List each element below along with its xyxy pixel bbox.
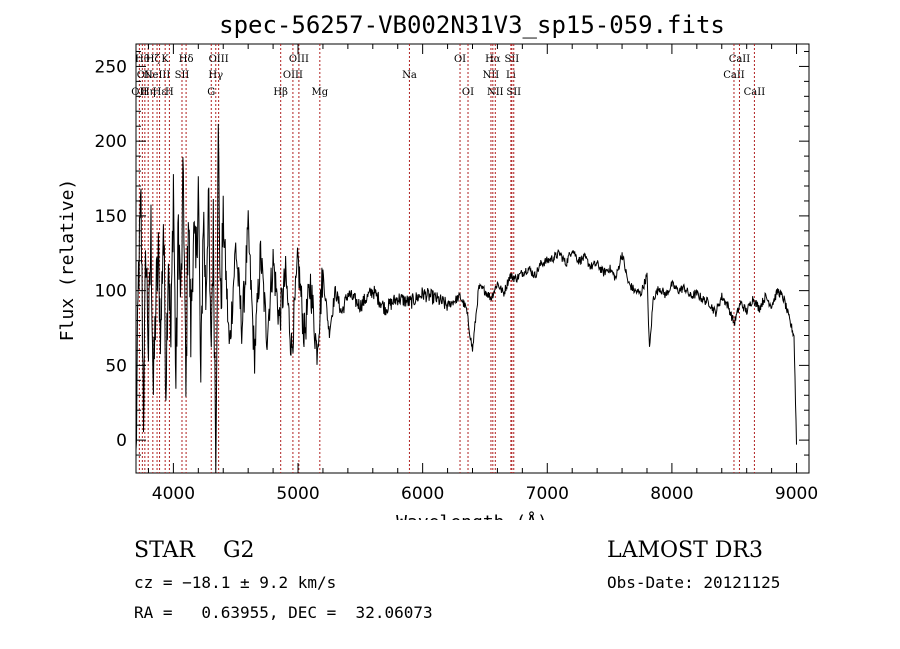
emission-line-label: Hδ xyxy=(179,54,194,65)
spectrum-chart: spec-56257-VB002N31V3_sp15-059.fits OIIH… xyxy=(57,11,818,520)
emission-line-label: K xyxy=(161,54,169,65)
emission-line-label: CaII xyxy=(723,70,745,81)
chart-title: spec-56257-VB002N31V3_sp15-059.fits xyxy=(219,11,725,39)
y-tick-label: 100 xyxy=(95,282,127,302)
emission-line-label: H xyxy=(165,87,174,98)
object-classification: STAR G2 xyxy=(134,538,255,563)
emission-line-label: G xyxy=(207,87,215,98)
emission-line-label: OIII xyxy=(289,54,309,65)
emission-line-label: SII xyxy=(175,70,190,81)
y-axis: 0 50 100 150 200 250 xyxy=(95,50,809,456)
emission-line-label: Li xyxy=(506,70,516,81)
emission-line-label: NII xyxy=(487,87,504,98)
x-tick-label: 5000 xyxy=(276,484,319,504)
emission-line-label: NII xyxy=(483,70,500,81)
emission-line-label: Hε xyxy=(153,87,167,98)
obs-date-label: Obs-Date: 20121125 xyxy=(607,573,781,592)
x-tick-label: 8000 xyxy=(650,484,693,504)
x-tick-label: 6000 xyxy=(401,484,444,504)
emission-line-label: OIII xyxy=(283,70,303,81)
emission-line-label: Hα xyxy=(485,54,501,65)
emission-line-label: Hγ xyxy=(208,70,223,81)
emission-line-label: CaII xyxy=(729,54,751,65)
y-tick-label: 200 xyxy=(95,132,127,152)
object-class: STAR xyxy=(134,538,195,563)
survey-label: LAMOST DR3 xyxy=(607,538,763,563)
y-tick-label: 0 xyxy=(116,431,127,451)
emission-line-label: NeIII xyxy=(144,70,171,81)
y-axis-label: Flux (relative) xyxy=(57,179,78,342)
emission-line-label: Na xyxy=(402,70,417,81)
emission-line-label: Hβ xyxy=(273,87,288,98)
x-tick-label: 7000 xyxy=(526,484,569,504)
emission-line-label: OIII xyxy=(209,54,229,65)
y-tick-label: 50 xyxy=(105,356,127,376)
emission-line-label: Mg xyxy=(312,87,329,98)
x-axis-label: Wavelength (Å) xyxy=(396,511,548,520)
emission-line-label: SII xyxy=(505,54,520,65)
x-axis: 4000 5000 6000 7000 8000 9000 xyxy=(147,44,818,504)
emission-line-label: OI xyxy=(462,87,474,98)
x-tick-label: 9000 xyxy=(775,484,818,504)
y-tick-label: 250 xyxy=(95,57,127,77)
plot-frame xyxy=(135,43,810,474)
x-tick-label: 4000 xyxy=(152,484,195,504)
emission-line-label: OII xyxy=(137,70,153,81)
emission-line-label: OII xyxy=(131,87,147,98)
spectrum-line xyxy=(135,123,797,474)
coordinates-label: RA = 0.63955, DEC = 32.06073 xyxy=(134,603,433,622)
emission-line-label: Hθ xyxy=(135,54,150,65)
emission-line-label: SII xyxy=(506,87,521,98)
emission-line-label: Hη xyxy=(141,87,156,98)
emission-line-label: CaII xyxy=(744,87,766,98)
emission-line-label: Hζ xyxy=(146,54,161,65)
subclass: G2 xyxy=(222,538,255,563)
emission-lines: OIIHθOIIHηHζNeIIIHεKHSIIHδGHγOIIIHβOIIIO… xyxy=(131,44,765,473)
redshift-label: cz = −18.1 ± 9.2 km/s xyxy=(134,573,337,592)
y-tick-label: 150 xyxy=(95,207,127,227)
emission-line-label: OI xyxy=(454,54,466,65)
